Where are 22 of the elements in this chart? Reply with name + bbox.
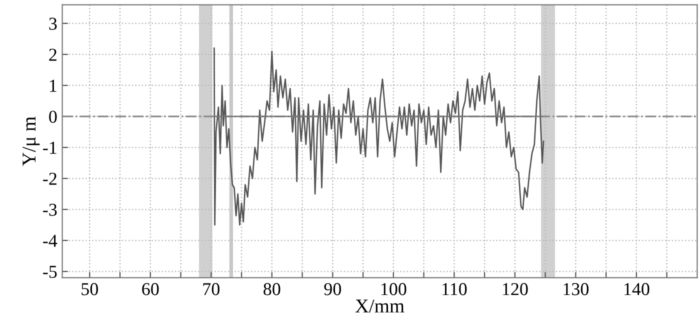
x-axis-title: X/mm xyxy=(355,300,404,313)
x-tick-label: 80 xyxy=(264,283,280,296)
x-tick-label: 50 xyxy=(82,283,98,296)
x-tick-label: 100 xyxy=(381,283,406,296)
y-tick-label: -4 xyxy=(43,234,58,247)
y-tick-label: -3 xyxy=(43,204,57,216)
line-series xyxy=(213,48,544,226)
y-tick-label: 3 xyxy=(49,18,57,30)
y-tick-label: 2 xyxy=(49,48,56,61)
y-tick-label: 1 xyxy=(50,80,56,92)
x-tick-label: 140 xyxy=(624,283,650,296)
x-tick-label: 130 xyxy=(564,283,589,296)
y-tick-label: 0 xyxy=(49,110,57,123)
x-tick-label: 120 xyxy=(502,283,528,296)
y-axis-title: Y/μ m xyxy=(22,116,40,166)
x-tick-label: 60 xyxy=(142,283,159,296)
y-tick-label: -1 xyxy=(43,142,56,154)
y-tick-label: -5 xyxy=(43,266,57,278)
x-tick-label: 70 xyxy=(203,283,220,296)
x-tick-label: 90 xyxy=(324,283,342,296)
y-tick-label: -2 xyxy=(43,172,56,185)
x-tick-label: 110 xyxy=(442,283,467,296)
